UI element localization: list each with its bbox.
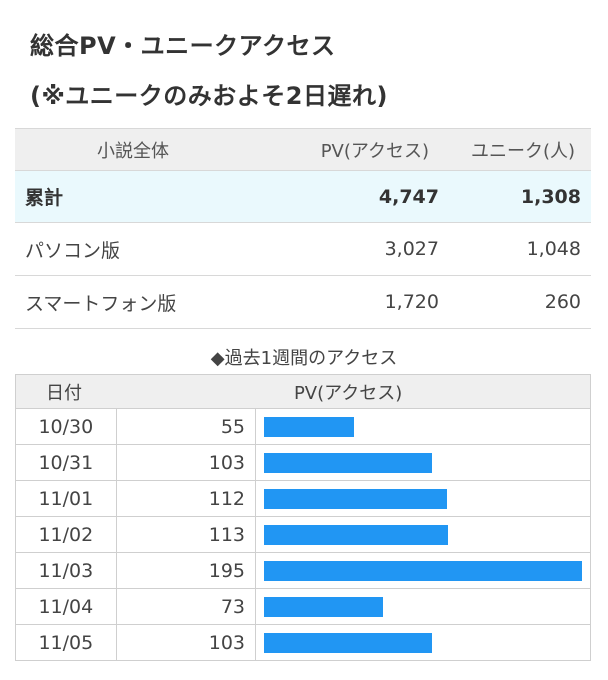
weekly-header-row: 日付 PV(アクセス): [15, 374, 592, 409]
bar-cell: [255, 444, 591, 481]
bar-track: [264, 488, 582, 509]
pv-bar: [264, 632, 432, 653]
weekly-col-date: 日付: [15, 374, 117, 409]
weekly-table: 日付 PV(アクセス) 10/30 55 10/31 103 11/01 112 11/02…: [15, 374, 592, 661]
unique-value: 260: [441, 275, 591, 329]
weekly-row: 11/03 195: [15, 552, 591, 589]
pv-bar: [264, 452, 432, 473]
weekly-row: 10/31 103: [15, 444, 591, 481]
pv-count: 55: [115, 408, 257, 445]
row-label: スマートフォン版: [15, 275, 251, 329]
date-label: 11/05: [15, 624, 117, 661]
bar-track: [264, 632, 582, 653]
weekly-row: 10/30 55: [15, 408, 591, 445]
bar-track: [264, 560, 582, 581]
weekly-row: 11/02 113: [15, 516, 591, 553]
date-label: 11/04: [15, 588, 117, 625]
pv-count: 103: [115, 444, 257, 481]
summary-row-pc: パソコン版 3,027 1,048: [15, 222, 591, 276]
pv-value: 4,747: [251, 170, 441, 223]
weekly-col-pv: PV(アクセス): [116, 374, 592, 409]
date-label: 10/30: [15, 408, 117, 445]
pv-bar: [264, 560, 582, 581]
date-label: 11/03: [15, 552, 117, 589]
date-label: 11/01: [15, 480, 117, 517]
summary-table: 小説全体 PV(アクセス) ユニーク(人) 累計 4,747 1,308 パソコ…: [15, 128, 591, 329]
bar-track: [264, 596, 582, 617]
bar-cell: [255, 588, 591, 625]
weekly-title: ◆過去1週間のアクセス: [210, 348, 398, 369]
bar-track: [264, 452, 582, 473]
row-label: 累計: [15, 170, 251, 223]
page-title: 総合PV・ユニークアクセス: [30, 32, 336, 60]
summary-col-scope: 小説全体: [15, 128, 251, 171]
bar-track: [264, 416, 582, 437]
bar-cell: [255, 552, 591, 589]
date-label: 10/31: [15, 444, 117, 481]
row-label: パソコン版: [15, 222, 251, 276]
weekly-row: 11/05 103: [15, 624, 591, 661]
summary-row-smartphone: スマートフォン版 1,720 260: [15, 275, 591, 329]
pv-bar: [264, 524, 448, 545]
unique-value: 1,048: [441, 222, 591, 276]
summary-row-total: 累計 4,747 1,308: [15, 170, 591, 223]
bar-track: [264, 524, 582, 545]
pv-value: 1,720: [251, 275, 441, 329]
weekly-row: 11/01 112: [15, 480, 591, 517]
pv-bar: [264, 488, 447, 509]
pv-value: 3,027: [251, 222, 441, 276]
bar-cell: [255, 480, 591, 517]
bar-cell: [255, 624, 591, 661]
bar-cell: [255, 408, 591, 445]
pv-count: 195: [115, 552, 257, 589]
weekly-row: 11/04 73: [15, 588, 591, 625]
pv-count: 113: [115, 516, 257, 553]
page-subtitle: (※ユニークのみおよそ2日遅れ): [30, 82, 388, 110]
pv-count: 112: [115, 480, 257, 517]
date-label: 11/02: [15, 516, 117, 553]
summary-header-row: 小説全体 PV(アクセス) ユニーク(人): [15, 128, 591, 171]
pv-bar: [264, 596, 383, 617]
summary-col-pv: PV(アクセス): [251, 128, 441, 171]
bar-cell: [255, 516, 591, 553]
pv-bar: [264, 416, 354, 437]
pv-count: 103: [115, 624, 257, 661]
pv-count: 73: [115, 588, 257, 625]
summary-col-unique: ユニーク(人): [441, 128, 591, 171]
unique-value: 1,308: [441, 170, 591, 223]
